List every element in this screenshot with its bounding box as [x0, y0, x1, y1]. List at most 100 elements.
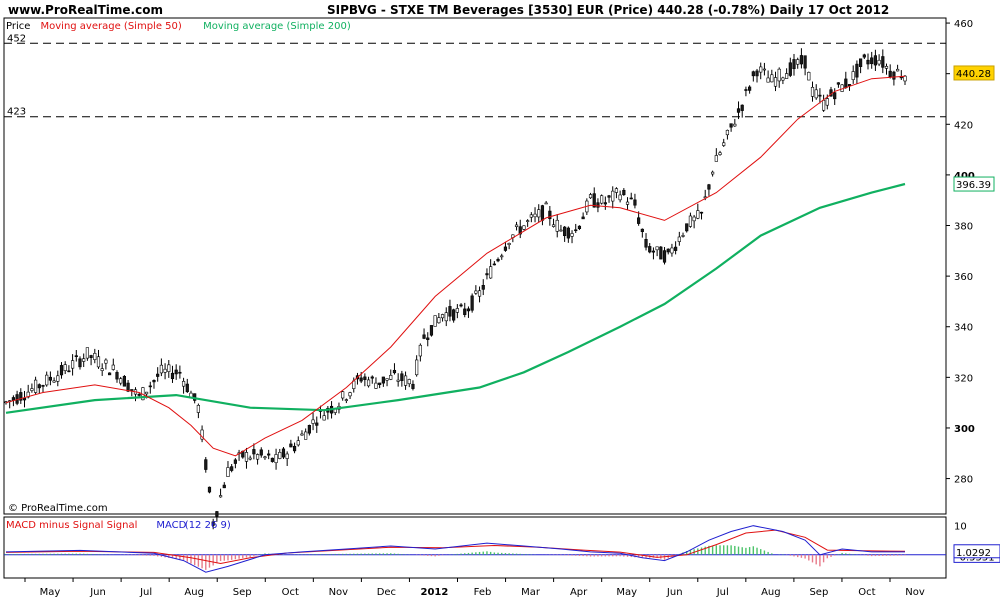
candle-body: [507, 243, 511, 245]
candle-body: [470, 295, 474, 311]
candle-body: [159, 364, 163, 374]
y-tick-label: 340: [954, 323, 973, 334]
candle-body: [122, 376, 126, 387]
candle-body: [777, 68, 781, 82]
candle-body: [503, 246, 508, 251]
candle-body: [748, 86, 752, 91]
candle-body: [533, 213, 537, 218]
candle-body: [185, 383, 189, 393]
legend-entry: Price: [6, 21, 30, 32]
candle-body: [211, 521, 215, 526]
candle-body: [400, 373, 404, 381]
candle-body: [518, 226, 522, 235]
candle-body: [574, 229, 578, 232]
candle-body: [633, 199, 637, 206]
candle-body: [651, 250, 656, 253]
candle-body: [285, 453, 289, 459]
candle-body: [418, 344, 422, 357]
candle-body: [119, 378, 123, 384]
candle-body: [611, 190, 615, 202]
candle-body: [500, 255, 504, 258]
candle-body: [207, 486, 212, 493]
candle-body: [344, 399, 348, 401]
x-tick-label: 2012: [421, 587, 449, 598]
x-tick-label: Jun: [89, 587, 106, 598]
candle-body: [381, 376, 385, 384]
candle-body: [267, 453, 271, 456]
price-layer: 452 423: [4, 33, 946, 530]
candle-body: [614, 188, 619, 193]
macd-panel-frame: [3, 516, 947, 579]
candle-body: [378, 382, 382, 385]
candle-body: [729, 123, 733, 128]
candle-body: [278, 451, 282, 459]
candle-body: [707, 184, 711, 190]
candle-body: [489, 266, 493, 279]
x-tick-label: Apr: [570, 587, 588, 598]
candle-body: [107, 372, 112, 376]
candle-body: [392, 369, 397, 374]
candle-body: [529, 214, 533, 218]
y-tick-label: 400: [954, 171, 975, 182]
candle-body: [692, 216, 696, 222]
candle-body: [496, 258, 500, 262]
candle-body: [311, 419, 315, 424]
candle-body: [662, 250, 667, 263]
candle-body: [274, 454, 278, 464]
y-tick-label: 320: [954, 373, 973, 384]
candle-body: [540, 205, 545, 221]
candle-body: [89, 355, 93, 358]
candle-body: [426, 337, 430, 341]
candle-body: [67, 370, 71, 373]
candle-body: [174, 369, 178, 375]
y-tick-label: 280: [954, 475, 973, 486]
macd-value-tag-label: 1.0292: [956, 548, 991, 559]
candle-body: [781, 77, 785, 81]
candle-body: [877, 59, 881, 65]
candle-body: [548, 210, 552, 220]
candle-body: [440, 314, 445, 319]
candle-body: [655, 246, 659, 251]
candle-body: [570, 233, 574, 237]
macd-legend-entry: (12 26 9): [185, 520, 231, 531]
candle-body: [766, 77, 770, 83]
candle-body: [137, 393, 141, 396]
candle-body: [144, 391, 149, 395]
reference-line-label: 452: [7, 33, 26, 44]
x-tick-label: Nov: [905, 587, 925, 598]
candle-body: [485, 273, 489, 276]
candle-body: [304, 431, 308, 440]
x-tick-label: Dec: [377, 587, 396, 598]
candle-body: [733, 123, 737, 127]
candle-body: [603, 202, 607, 205]
y-tick-label: 300: [954, 424, 975, 435]
candle-body: [82, 358, 86, 362]
x-tick-label: Oct: [858, 587, 875, 598]
candle-body: [385, 378, 389, 381]
candle-body: [833, 92, 837, 100]
price-panel-frame: [3, 17, 947, 515]
candle-body: [896, 68, 900, 72]
ma200-line: [5, 182, 906, 414]
candle-body: [359, 377, 363, 382]
candle-body: [167, 364, 171, 372]
x-tick-label: Nov: [329, 587, 349, 598]
candle-body: [736, 108, 741, 113]
candle-body: [514, 224, 519, 227]
candle-body: [785, 73, 789, 79]
x-tick-label: May: [40, 587, 61, 598]
candle-body: [204, 459, 208, 470]
candle-body: [263, 456, 267, 459]
candle-body: [725, 129, 730, 136]
candle-body: [859, 58, 863, 67]
candle-body: [459, 304, 463, 307]
candle-body: [300, 433, 304, 436]
candle-body: [115, 372, 119, 380]
legend-entry: Moving average (Simple 50): [41, 21, 182, 32]
candle-body: [477, 290, 482, 297]
candle-body: [740, 104, 744, 111]
macd-legend-entry: MACD: [156, 520, 186, 531]
candle-body: [588, 194, 593, 199]
candle-body: [407, 379, 411, 385]
candle-body: [755, 70, 759, 77]
